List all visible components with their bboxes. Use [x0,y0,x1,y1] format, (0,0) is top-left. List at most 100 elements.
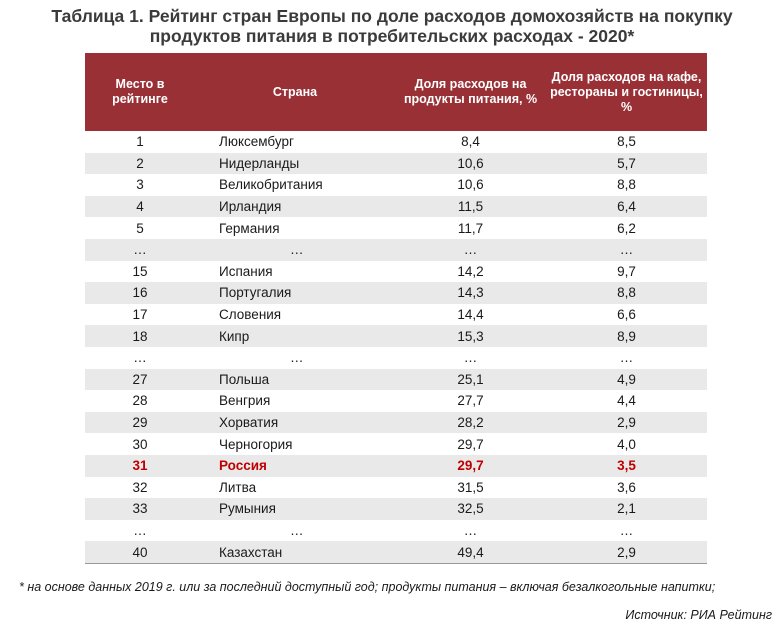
table-row: 2 Нидерланды 10,6 5,7 [85,152,707,175]
country-cell: Люксембург [195,131,395,153]
table-header: Место в рейтинге Страна Доля расходов на… [85,53,707,131]
table-row: 27 Польша 25,1 4,9 [85,368,707,391]
food-share-cell: 10,6 [395,174,546,196]
cafe-share-cell: 8,5 [546,131,707,153]
country-cell: Испания [195,260,395,283]
table-row: 5 Германия 11,7 6,2 [85,217,707,239]
cafe-share-cell: 5,7 [546,152,707,175]
header-rank: Место в рейтинге [85,53,195,131]
page-title: Таблица 1. Рейтинг стран Европы по доле … [0,6,784,46]
rank-cell: 32 [85,476,195,499]
rank-cell: 2 [85,152,195,175]
header-cafe-share: Доля расходов на кафе, рестораны и гости… [546,53,707,131]
table-body: 1 Люксембург 8,4 8,5 2 Нидерланды 10,6 5,7 3 Вели… [85,131,707,564]
table-row: 32 Литва 31,5 3,6 [85,476,707,499]
table-row: 1 Люксембург 8,4 8,5 [85,131,707,153]
rank-cell: 15 [85,260,195,283]
cafe-share-cell: 8,9 [546,325,707,347]
food-share-cell: 49,4 [395,541,546,564]
rank-cell: 40 [85,541,195,564]
rank-cell: 5 [85,217,195,239]
country-cell: … [195,519,395,542]
rank-cell: … [85,346,195,369]
cafe-share-cell: 2,9 [546,411,707,434]
food-share-cell: 25,1 [395,368,546,391]
cafe-share-cell: 2,1 [546,498,707,520]
rank-cell: 28 [85,390,195,412]
source-note: Источник: РИА Рейтинг [625,608,772,622]
food-share-cell: 11,5 [395,195,546,218]
ranking-table-container: Место в рейтинге Страна Доля расходов на… [85,53,707,564]
food-share-cell: 14,3 [395,282,546,304]
country-cell: Казахстан [195,541,395,564]
cafe-share-cell: 4,4 [546,390,707,412]
rank-cell: 29 [85,411,195,434]
rank-cell: 33 [85,498,195,520]
country-cell: Португалия [195,282,395,304]
country-cell: Словения [195,303,395,326]
table-row: ………… [85,346,707,369]
table-row: ………… [85,238,707,261]
cafe-share-cell: 4,9 [546,368,707,391]
rank-cell: 27 [85,368,195,391]
country-cell: Румыния [195,498,395,520]
food-share-cell: … [395,238,546,261]
cafe-share-cell: 8,8 [546,282,707,304]
ranking-table: Место в рейтинге Страна Доля расходов на… [85,53,707,564]
table-row: 17 Словения 14,4 6,6 [85,303,707,326]
rank-cell: 1 [85,131,195,153]
rank-cell: 17 [85,303,195,326]
country-cell: Кипр [195,325,395,347]
country-cell: Германия [195,217,395,239]
table-row: 40 Казахстан 49,4 2,9 [85,541,707,564]
country-cell: Черногория [195,433,395,455]
cafe-share-cell: … [546,346,707,369]
food-share-cell: 29,7 [395,454,546,477]
food-share-cell: 32,5 [395,498,546,520]
food-share-cell: 10,6 [395,152,546,175]
country-cell: Нидерланды [195,152,395,175]
food-share-cell: 14,4 [395,303,546,326]
table-row: 30 Черногория 29,7 4,0 [85,433,707,455]
country-cell: Ирландия [195,195,395,218]
country-cell: … [195,238,395,261]
food-share-cell: 15,3 [395,325,546,347]
food-share-cell: 28,2 [395,411,546,434]
food-share-cell: 11,7 [395,217,546,239]
rank-cell: 30 [85,433,195,455]
food-share-cell: … [395,346,546,369]
food-share-cell: 29,7 [395,433,546,455]
country-cell: Россия [195,454,395,477]
food-share-cell: 31,5 [395,476,546,499]
title-line-1: Таблица 1. Рейтинг стран Европы по доле … [51,6,733,26]
footnote: * на основе данных 2019 г. или за послед… [19,580,716,594]
country-cell: Польша [195,368,395,391]
cafe-share-cell: 8,8 [546,174,707,196]
cafe-share-cell: 6,6 [546,303,707,326]
title-line-2: продуктов питания в потребительских расх… [149,26,635,46]
header-food-share: Доля расходов на продукты питания, % [395,53,546,131]
table-row: 29 Хорватия 28,2 2,9 [85,411,707,434]
food-share-cell: 27,7 [395,390,546,412]
table-row: 3 Великобритания 10,6 8,8 [85,174,707,196]
country-cell: Литва [195,476,395,499]
cafe-share-cell: 6,2 [546,217,707,239]
country-cell: Великобритания [195,174,395,196]
cafe-share-cell: 2,9 [546,541,707,564]
cafe-share-cell: … [546,238,707,261]
header-row: Место в рейтинге Страна Доля расходов на… [85,53,707,131]
cafe-share-cell: 3,5 [546,454,707,477]
food-share-cell: 8,4 [395,131,546,153]
cafe-share-cell: 3,6 [546,476,707,499]
rank-cell: 3 [85,174,195,196]
rank-cell: 4 [85,195,195,218]
table-row: 18 Кипр 15,3 8,9 [85,325,707,347]
table-row: 16 Португалия 14,3 8,8 [85,282,707,304]
rank-cell: 18 [85,325,195,347]
table-row: 28 Венгрия 27,7 4,4 [85,390,707,412]
rank-cell: … [85,238,195,261]
table-row: 31 Россия 29,7 3,5 [85,454,707,477]
rank-cell: 16 [85,282,195,304]
country-cell: … [195,346,395,369]
header-country: Страна [195,53,395,131]
